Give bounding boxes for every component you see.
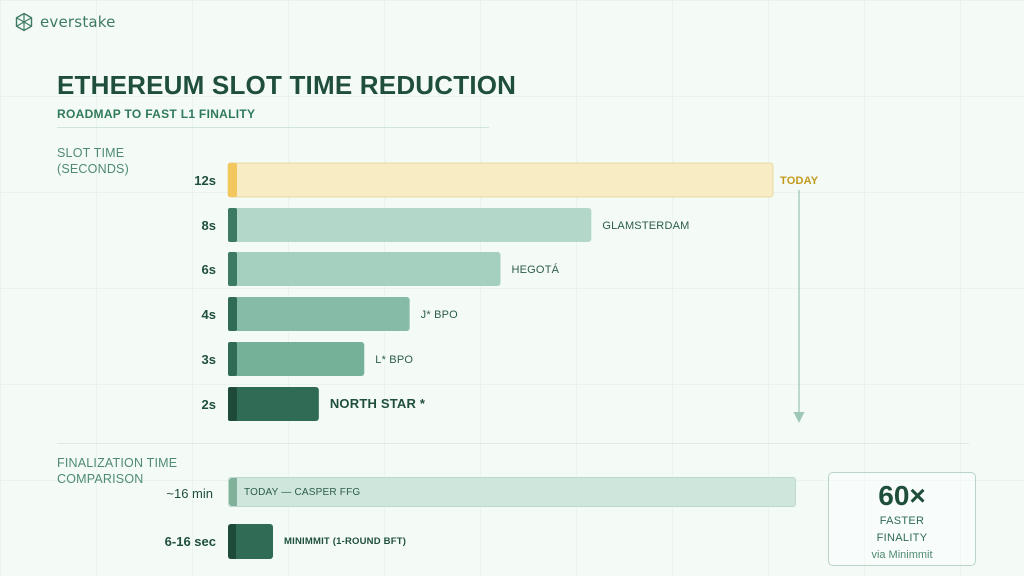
page-subtitle: ROADMAP TO FAST L1 FINALITY (57, 107, 256, 121)
speedup-callout: 60× FASTER FINALITY via Minimmit (828, 472, 976, 566)
slot-time-bar-cap (228, 208, 237, 242)
finalization-bar-label: TODAY — CASPER FFG (244, 487, 361, 498)
finalization-label-line2: COMPARISON (57, 472, 144, 486)
speedup-value: 60× (878, 480, 926, 511)
slot-time-category-label: 6s (202, 262, 216, 277)
slot-time-category-label: 2s (202, 397, 216, 412)
finalization-bar-label: MINIMMIT (1-ROUND BFT) (284, 536, 407, 547)
slot-time-bar-label: NORTH STAR * (330, 396, 426, 411)
finalization-category-label: ~16 min (166, 486, 213, 501)
finalization-label-line1: FINALIZATION TIME (57, 456, 178, 470)
finalization-axis-label: FINALIZATION TIME COMPARISON (57, 455, 197, 487)
bar-cap (229, 478, 237, 506)
callout-line-faster: FASTER (879, 515, 925, 527)
slot-time-bar-cap (228, 163, 237, 197)
slot-time-label-line1: SLOT TIME (57, 146, 125, 160)
slot-time-bar (228, 342, 365, 376)
everstake-hex-logo-icon (14, 12, 34, 32)
finalization-bar-minimmit (228, 524, 273, 559)
slot-time-bar-label: HEGOTÁ (512, 263, 560, 276)
slot-time-bar-label: GLAMSTERDAM (602, 220, 689, 232)
callout-line-finality: FINALITY (876, 532, 928, 544)
finalization-category-label: 6-16 sec (164, 534, 216, 549)
callout-line-via: via Minimmit (871, 549, 933, 561)
slot-time-bar-label: L* BPO (375, 354, 413, 366)
slot-time-bar-cap (228, 342, 237, 376)
slot-time-bar-cap (228, 297, 237, 331)
progress-arrow-head-icon (793, 412, 805, 423)
slot-time-bar-label: J* BPO (421, 309, 459, 321)
slot-time-axis-label: SLOT TIME (SECONDS) (57, 145, 197, 177)
slot-time-label-line2: (SECONDS) (57, 162, 129, 176)
slot-time-category-label: 4s (202, 307, 216, 322)
bar-cap (228, 524, 236, 559)
finalization-bar-casper-ffg (228, 477, 796, 507)
slot-time-bar (228, 297, 410, 331)
slot-time-chart: 12s TODAY 8s GLAMSTERDAM 6s HEGOTÁ 4s J* BPO 3s L… (194, 162, 819, 423)
page-title: ETHEREUM SLOT TIME REDUCTION (57, 70, 517, 100)
section-divider (57, 443, 969, 444)
title-divider (57, 127, 489, 128)
slot-time-bar (228, 252, 501, 286)
slot-time-bar-cap (228, 252, 237, 286)
slot-time-bar-cap (228, 387, 237, 421)
slot-time-bar (227, 162, 774, 198)
slot-time-category-label: 8s (202, 218, 216, 233)
brand-name: everstake (40, 13, 116, 31)
slot-time-bar-label: TODAY (780, 175, 819, 187)
slot-time-category-label: 3s (202, 352, 216, 367)
slot-time-bar (228, 387, 319, 421)
slot-time-category-label: 12s (194, 173, 216, 188)
slot-time-bar (228, 208, 592, 242)
brand: everstake (14, 12, 116, 32)
